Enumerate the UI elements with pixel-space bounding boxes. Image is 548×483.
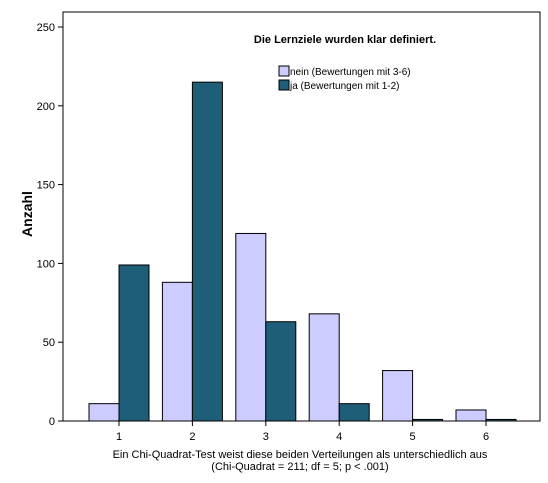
bar-ja-5 xyxy=(412,418,444,422)
y-tick-label: 150 xyxy=(37,180,55,192)
bar-nein-5 xyxy=(382,370,414,422)
legend-swatch-ja xyxy=(278,79,290,91)
legend: nein (Bewertungen mit 3-6) ja (Bewertung… xyxy=(278,65,411,92)
x-tick-label: 1 xyxy=(116,431,122,443)
bar-ja-6 xyxy=(485,418,517,422)
y-tick-label: 200 xyxy=(37,101,55,113)
y-axis: 0 50 100 150 200 250 xyxy=(37,22,63,428)
y-tick-label: 0 xyxy=(49,416,55,428)
x-tick-label: 3 xyxy=(263,431,269,443)
legend-swatch-nein xyxy=(278,65,290,77)
bar-nein-3 xyxy=(235,232,267,422)
x-tick-label: 5 xyxy=(410,431,416,443)
chart-title: Die Lernziele wurden klar definiert. xyxy=(254,34,436,46)
bar-ja-1 xyxy=(118,264,150,422)
x-tick-label: 6 xyxy=(483,431,489,443)
x-axis: 1 2 3 4 5 6 xyxy=(116,421,489,443)
legend-label-ja: ja (Bewertungen mit 1-2) xyxy=(289,81,400,92)
y-tick-label: 100 xyxy=(37,258,55,270)
footnote-line-1: Ein Chi-Quadrat-Test weist diese beiden … xyxy=(112,449,488,461)
bar-nein-1 xyxy=(88,403,120,422)
x-tick-label: 2 xyxy=(189,431,195,443)
bar-ja-4 xyxy=(338,403,370,422)
y-tick-label: 250 xyxy=(37,22,55,34)
y-tick-label: 50 xyxy=(43,337,55,349)
bar-ja-3 xyxy=(265,321,297,422)
legend-label-nein: nein (Bewertungen mit 3-6) xyxy=(290,67,411,78)
bars-group xyxy=(88,81,517,422)
x-tick-label: 4 xyxy=(336,431,342,443)
bar-nein-4 xyxy=(308,313,340,422)
bar-ja-2 xyxy=(191,81,223,422)
bar-nein-2 xyxy=(161,281,193,422)
footnote-line-2: (Chi-Quadrat = 211; df = 5; p < .001) xyxy=(211,461,389,473)
y-axis-label: Anzahl xyxy=(19,191,35,237)
bar-nein-6 xyxy=(455,409,487,422)
